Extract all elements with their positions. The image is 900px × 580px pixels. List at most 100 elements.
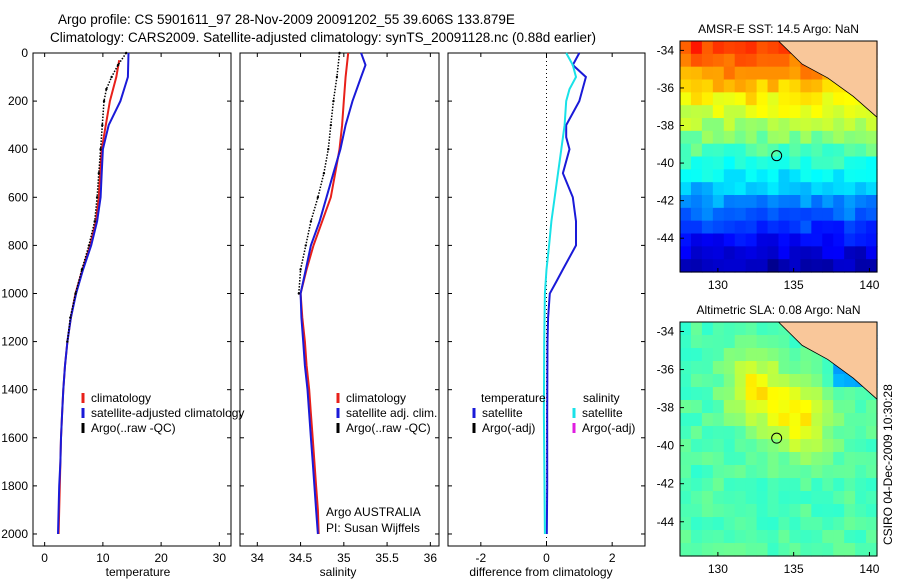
map-cell (680, 439, 692, 453)
map-cell (833, 387, 845, 401)
map-cell (734, 169, 747, 183)
map-cell (690, 530, 703, 544)
map-cell (833, 426, 845, 440)
map-cell (756, 92, 769, 106)
map-cell (767, 465, 780, 479)
argo-profile-line (66, 52, 127, 342)
map-cell (789, 361, 801, 375)
map-cell (701, 439, 714, 453)
map-cell (690, 426, 703, 440)
map-cell (800, 361, 812, 375)
map-cell (690, 66, 703, 81)
map-cell (756, 195, 769, 209)
map-cell (778, 439, 791, 453)
map-cell (767, 53, 780, 68)
map-cell (690, 195, 703, 209)
map-cell (723, 92, 736, 106)
map-cell (822, 246, 834, 260)
map-cell (866, 465, 878, 479)
map-cell (701, 156, 714, 170)
map-cell (723, 530, 736, 544)
map-cell (680, 195, 692, 209)
y-tick-label: 2000 (1, 527, 28, 541)
map-cell (822, 105, 834, 119)
annotation-line: Argo AUSTRALIA (326, 505, 421, 519)
map-cell (734, 105, 747, 119)
y-tick-label: 600 (8, 190, 28, 204)
map-cell (767, 207, 780, 222)
map-cell (745, 387, 758, 401)
map-cell (866, 439, 878, 453)
map-cell (756, 53, 769, 68)
map-cell (712, 195, 725, 209)
map-cell (833, 452, 845, 466)
map-cell (778, 452, 791, 466)
map-cell (833, 169, 845, 183)
map-cell (767, 143, 780, 158)
map-cell (734, 452, 747, 466)
map-cell (811, 478, 823, 492)
y-tick-label: -38 (657, 401, 675, 415)
map-cell (822, 452, 834, 466)
map-cell (778, 426, 791, 440)
map-cell (789, 543, 801, 557)
map-cell (767, 105, 780, 119)
map-cell (712, 105, 725, 119)
map-cell (778, 169, 791, 183)
map-cell (800, 246, 812, 260)
map-cell (800, 543, 812, 557)
map-cell (822, 504, 834, 518)
map-cell (680, 130, 692, 145)
map-cell (701, 374, 714, 388)
map-cell (756, 233, 769, 247)
legend-label: satellite adj. clim. (346, 406, 437, 420)
map-cell (778, 66, 791, 81)
map-cell (723, 246, 736, 260)
map-cell (789, 259, 801, 273)
map-cell (844, 517, 856, 531)
y-tick-label: 200 (8, 94, 28, 108)
map-cell (756, 118, 769, 132)
map-cell (855, 517, 867, 531)
map-cell (822, 207, 834, 222)
map-cell (778, 41, 791, 55)
map-cell (690, 259, 703, 273)
map-cell (734, 322, 747, 336)
map-cell (701, 246, 714, 260)
map-cell (855, 220, 867, 235)
map-cell (778, 220, 791, 235)
map-cell (833, 105, 845, 119)
map-cell (844, 504, 856, 518)
map-cell (756, 207, 769, 222)
map-cell (778, 79, 791, 93)
map-cell (833, 259, 845, 273)
map-cell (745, 156, 758, 170)
map-cell (811, 504, 823, 518)
map-cell (822, 387, 834, 401)
map-cell (745, 207, 758, 222)
map-cell (690, 156, 703, 170)
map-cell (866, 233, 878, 247)
legend-label: satellite (482, 406, 523, 420)
map-cell (855, 543, 867, 557)
map-cell (833, 439, 845, 453)
map-cell (778, 156, 791, 170)
map-cell (767, 400, 780, 414)
map-cell (866, 543, 878, 557)
map-cell (800, 374, 812, 388)
map-cell (800, 182, 812, 196)
map-cell (844, 478, 856, 492)
map-cell (767, 246, 780, 260)
map-cell (789, 233, 801, 247)
map-cell (745, 118, 758, 132)
map-cell (778, 322, 791, 336)
map-cell (789, 504, 801, 518)
legend-label: climatology (346, 391, 406, 405)
map-cell (745, 426, 758, 440)
map-cell (789, 426, 801, 440)
map-cell (822, 543, 834, 557)
map-cell (822, 259, 834, 273)
map-cell (756, 156, 769, 170)
map-cell (745, 413, 758, 427)
map-cell (701, 491, 714, 505)
